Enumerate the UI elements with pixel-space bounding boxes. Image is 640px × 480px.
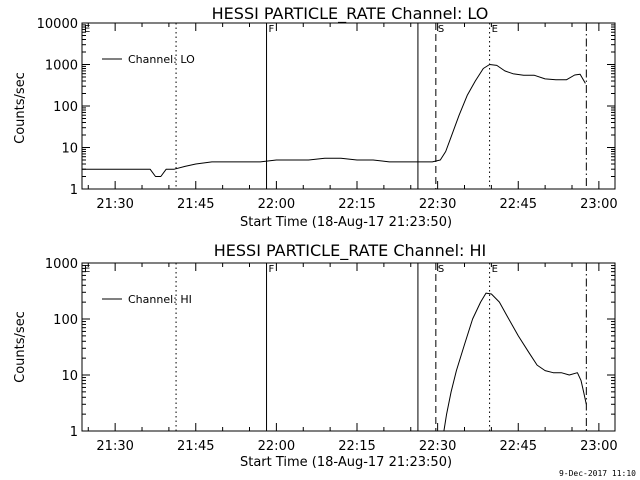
x-tick-label: 22:15	[338, 439, 375, 454]
y-tick-label: 1	[70, 425, 78, 440]
y-tick-label: 100	[53, 100, 78, 115]
x-tick-label: 22:45	[500, 439, 537, 454]
event-marker-label: S	[438, 264, 444, 275]
x-tick-label: 21:45	[177, 439, 214, 454]
legend-label: Channel: HI	[128, 293, 192, 306]
x-axis-label: Start Time (18-Aug-17 21:23:50)	[240, 215, 452, 230]
x-tick-label: 23:00	[580, 439, 617, 454]
series-line	[443, 292, 587, 432]
legend-label: Channel: LO	[128, 53, 195, 66]
chart-title: HESSI PARTICLE_RATE Channel: HI	[214, 241, 487, 261]
event-marker-label: E	[84, 264, 90, 275]
y-tick-label: 10	[61, 369, 78, 384]
x-tick-label: 22:30	[419, 439, 456, 454]
event-marker-label: S	[438, 24, 444, 35]
event-marker-label: E	[492, 24, 498, 35]
x-axis-label: Start Time (18-Aug-17 21:23:50)	[240, 455, 452, 470]
plot-frame	[81, 22, 616, 190]
y-tick-label: 1	[70, 183, 78, 198]
x-tick-label: 23:00	[580, 197, 617, 212]
event-marker-label: F	[269, 24, 275, 35]
x-tick-label: 21:45	[177, 197, 214, 212]
panel-hi: HESSI PARTICLE_RATE Channel: HI Start Ti…	[13, 241, 618, 470]
x-tick-label: 21:30	[96, 197, 133, 212]
x-tick-label: 21:30	[96, 439, 133, 454]
event-marker-label: E	[84, 24, 90, 35]
y-axis-label: Counts/sec	[13, 72, 28, 144]
y-tick-label: 1000	[45, 257, 78, 272]
x-tick-label: 22:15	[338, 197, 375, 212]
panel-lo: HESSI PARTICLE_RATE Channel: LO Start Ti…	[13, 4, 618, 230]
y-tick-label: 100	[53, 313, 78, 328]
x-tick-label: 22:00	[258, 197, 295, 212]
x-tick-label: 22:45	[500, 197, 537, 212]
x-tick-label: 22:30	[419, 197, 456, 212]
y-tick-label: 1000	[45, 59, 78, 74]
series-line	[82, 64, 586, 177]
timestamp-footer: 9-Dec-2017 11:10	[558, 469, 636, 478]
chart-title: HESSI PARTICLE_RATE Channel: LO	[212, 4, 489, 24]
y-axis-label: Counts/sec	[13, 311, 28, 383]
event-marker-label: F	[269, 264, 275, 275]
x-tick-label: 22:00	[258, 439, 295, 454]
event-marker-label: E	[492, 264, 498, 275]
y-tick-label: 10000	[37, 17, 78, 32]
plot-frame	[81, 262, 616, 432]
y-tick-label: 10	[61, 142, 78, 157]
